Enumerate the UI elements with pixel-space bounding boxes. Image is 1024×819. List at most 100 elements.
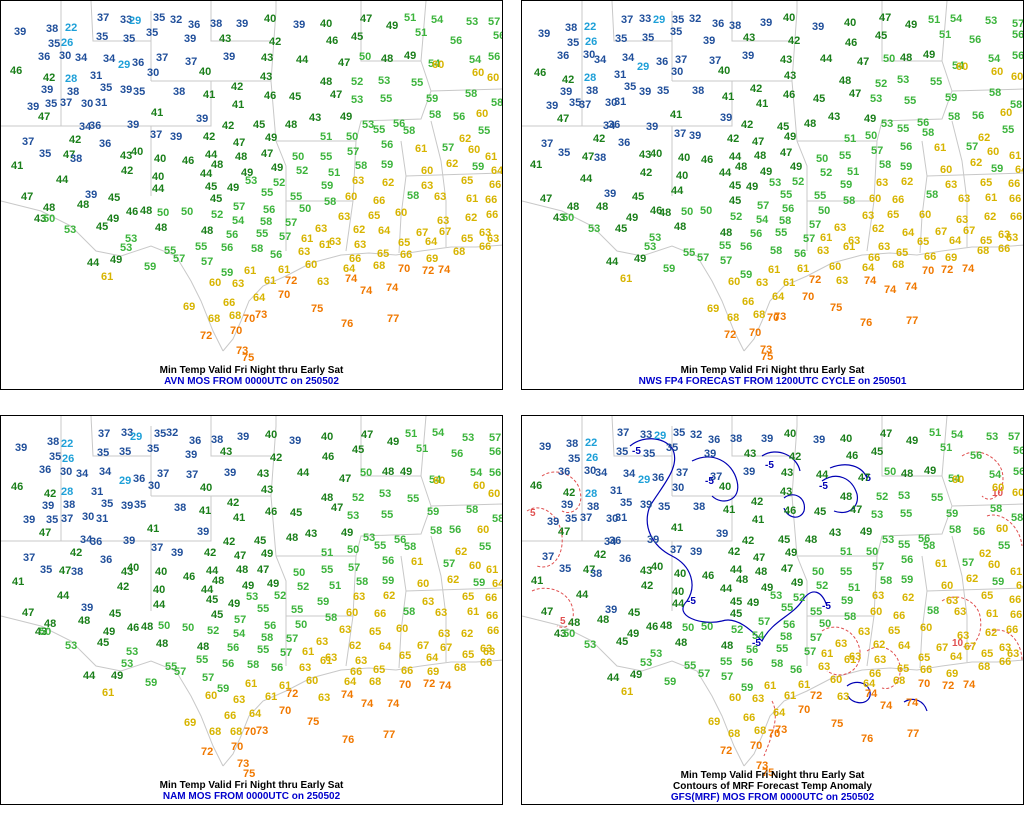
station-temp: 41 xyxy=(147,523,159,535)
station-temp: 63 xyxy=(315,223,327,235)
station-temp: 68 xyxy=(753,309,765,321)
state-border-line xyxy=(1,615,224,767)
station-temp: 52 xyxy=(211,209,223,221)
station-temp: 60 xyxy=(476,108,488,120)
station-temp: 30 xyxy=(81,98,93,110)
station-temp: 46 xyxy=(650,205,662,217)
state-border-line xyxy=(951,120,968,247)
station-temp: 68 xyxy=(208,313,220,325)
station-temp: 42 xyxy=(728,546,740,558)
station-temp: 47 xyxy=(753,552,765,564)
station-temp: 35 xyxy=(40,564,52,576)
station-temp: 39 xyxy=(15,442,27,454)
station-temp: 35 xyxy=(565,513,577,525)
station-temp: 39 xyxy=(690,546,702,558)
state-border-line xyxy=(90,1,151,42)
station-temp: 42 xyxy=(641,580,653,592)
station-temp: 60 xyxy=(473,480,485,492)
station-temp: 53 xyxy=(378,75,390,87)
negative-anomaly-contour xyxy=(903,698,928,712)
station-temp: 53 xyxy=(882,534,894,546)
station-temp: 39 xyxy=(223,51,235,63)
negative-anomaly-contour xyxy=(846,681,871,704)
station-temp: 55 xyxy=(290,191,302,203)
station-temp: 39 xyxy=(121,500,133,512)
station-temp: 55 xyxy=(164,245,176,257)
station-temp: 53 xyxy=(897,74,909,86)
station-temp: 65 xyxy=(896,247,908,259)
station-temp: 68 xyxy=(977,245,989,257)
station-temp: 53 xyxy=(770,590,782,602)
station-temp: 59 xyxy=(472,161,484,173)
station-temp: 63 xyxy=(956,214,968,226)
station-temp: 66 xyxy=(920,664,932,676)
station-temp: 51 xyxy=(840,546,852,558)
station-temp: 53 xyxy=(65,640,77,652)
station-temp: 39 xyxy=(761,433,773,445)
station-temp: 63 xyxy=(849,651,861,663)
station-temp: 41 xyxy=(671,522,683,534)
station-temp: 47 xyxy=(234,550,246,562)
station-temp: 50 xyxy=(819,618,831,630)
station-temp: 60 xyxy=(487,72,499,84)
station-temp: 61 xyxy=(784,690,796,702)
station-temp: 54 xyxy=(432,427,445,439)
station-temp: 67 xyxy=(416,227,428,239)
state-border-line xyxy=(60,416,152,611)
station-temp: 66 xyxy=(373,195,385,207)
station-temp: 64 xyxy=(1015,164,1024,176)
station-temp: 61 xyxy=(797,263,809,275)
state-border-line xyxy=(941,60,953,92)
station-temp: 60 xyxy=(996,523,1008,535)
station-temp: 34 xyxy=(622,52,635,64)
station-temp: 39 xyxy=(23,514,35,526)
station-temp: 41 xyxy=(722,91,734,103)
station-temp: 49 xyxy=(241,167,253,179)
station-temp: 70 xyxy=(802,291,814,303)
station-temp: 64 xyxy=(863,678,876,690)
station-temp: 65 xyxy=(368,210,380,222)
station-temp: 38 xyxy=(70,153,82,165)
station-temp: 39 xyxy=(237,431,249,443)
station-temp: 72 xyxy=(200,330,212,342)
station-temp: 62 xyxy=(872,223,884,235)
contour-label: -5 xyxy=(752,638,761,649)
station-temp: 55 xyxy=(256,228,268,240)
station-temp: 66 xyxy=(743,712,755,724)
station-temp: 47 xyxy=(22,607,34,619)
station-temp: 59 xyxy=(145,677,157,689)
state-border-line xyxy=(210,1,271,42)
station-temp: 73 xyxy=(255,309,267,321)
station-temp: 46 xyxy=(265,506,277,518)
station-temp: 53 xyxy=(649,232,661,244)
station-temp: 56 xyxy=(918,533,930,545)
station-temp: 26 xyxy=(586,452,598,464)
station-temp: 74 xyxy=(906,697,919,709)
station-temp: 64 xyxy=(491,165,503,177)
station-temp: 65 xyxy=(373,664,385,676)
station-temp: 63 xyxy=(317,276,329,288)
station-temp: 74 xyxy=(387,698,400,710)
station-temp: 38 xyxy=(211,434,223,446)
station-temp: 64 xyxy=(253,292,266,304)
station-temp: 57 xyxy=(280,647,292,659)
station-temp: 75 xyxy=(243,768,255,780)
station-temp: 45 xyxy=(875,30,887,42)
station-temp: 61 xyxy=(798,679,810,691)
station-temp: 39 xyxy=(720,112,732,124)
station-temp: 74 xyxy=(963,679,976,691)
station-temp: 60 xyxy=(417,578,429,590)
station-temp: 66 xyxy=(893,610,905,622)
station-temp: 31 xyxy=(90,70,102,82)
station-temp: 61 xyxy=(244,265,256,277)
station-temp: 57 xyxy=(202,672,214,684)
station-temp: 49 xyxy=(761,582,773,594)
station-temp: 39 xyxy=(703,35,715,47)
station-temp: 34 xyxy=(75,52,88,64)
station-temp: 44 xyxy=(729,151,742,163)
station-temp: 58 xyxy=(926,189,938,201)
station-temp: 40 xyxy=(200,482,212,494)
station-temp: 70 xyxy=(767,312,779,324)
